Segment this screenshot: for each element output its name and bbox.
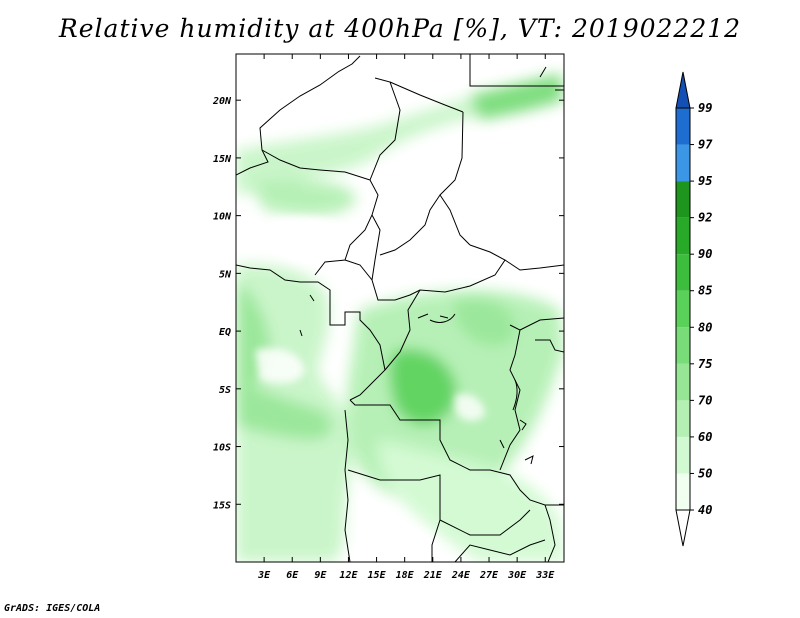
colorbar-label: 75 [698,357,712,371]
colorbar-segment [676,254,690,291]
lat-tick-label: 20N [212,96,232,107]
colorbar-segment [676,181,690,218]
humidity-patch-north-east [470,74,564,120]
humidity-patch-congo-core [389,348,458,426]
lat-tick-label: 5N [219,269,232,280]
humidity-patch-south [378,440,564,562]
latitude-axis: 20N 15N 10N 5N EQ 5S 10S 15S [212,96,564,511]
colorbar-segment [676,108,690,145]
longitude-axis: 3E 6E 9E 12E 15E 18E 21E 24E 27E 30E 33E [257,54,555,581]
colorbar-segment [676,144,690,182]
colorbar: 40 50 60 70 75 80 85 90 92 95 97 99 [675,71,713,547]
colorbar-label: 60 [698,430,712,444]
lon-tick-label: 12E [339,570,358,581]
chart-title: Relative humidity at 400hPa [%], VT: 201… [58,14,742,43]
humidity-patch-atlantic [236,380,333,440]
colorbar-segment [676,327,690,364]
credit-text: GrADS: IGES/COLA [4,603,101,614]
colorbar-segment [676,436,690,474]
humidity-field [236,72,564,562]
lon-tick-label: 3E [257,570,271,581]
humidity-patch-westafrica [250,178,356,216]
colorbar-segment [676,400,690,437]
lon-tick-label: 9E [314,570,327,581]
colorbar-label: 99 [698,101,712,115]
colorbar-label: 50 [698,466,712,480]
lon-tick-label: 27E [479,570,499,581]
colorbar-segment [676,290,690,328]
lat-tick-label: 10N [213,212,232,223]
lat-tick-label: 5S [219,385,231,396]
lon-tick-label: 15E [368,570,387,581]
colorbar-segment [676,363,690,401]
lon-tick-label: 30E [507,570,527,581]
colorbar-segment [676,473,690,510]
colorbar-segment [676,217,690,255]
lon-tick-label: 21E [423,570,443,581]
humidity-patch-east [454,298,516,347]
colorbar-label: 85 [698,284,712,298]
colorbar-label: 90 [698,247,712,261]
colorbar-label: 95 [698,174,712,188]
map-frame [235,53,565,563]
lon-tick-label: 33E [535,570,555,581]
lat-tick-label: EQ [219,327,231,338]
lat-tick-label: 10S [213,443,231,454]
colorbar-top-arrow [675,71,691,109]
colorbar-label: 97 [698,138,713,152]
lon-tick-label: 18E [396,570,415,581]
lat-tick-label: 15S [213,500,231,511]
lat-tick-label: 15N [213,154,232,165]
colorbar-label: 40 [698,503,712,517]
colorbar-frame [675,107,691,511]
lon-tick-label: 6E [286,570,299,581]
lon-tick-label: 24E [451,570,471,581]
colorbar-label: 80 [698,320,712,334]
colorbar-bottom-arrow [675,509,691,547]
colorbar-label: 92 [698,211,712,225]
colorbar-label: 70 [698,393,712,407]
country-borders [236,54,564,562]
